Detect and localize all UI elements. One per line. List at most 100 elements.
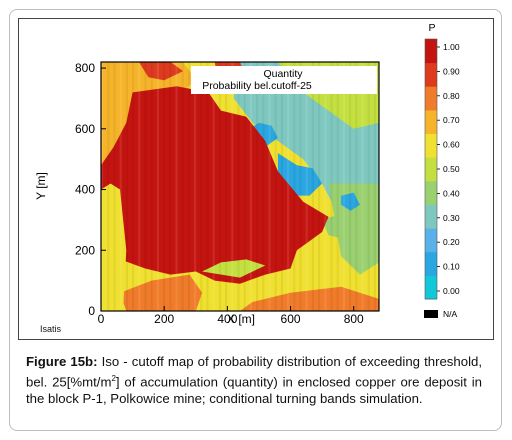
texture-stripe: [324, 62, 327, 311]
texture-stripe: [181, 62, 184, 311]
texture-stripe: [231, 62, 234, 311]
texture-stripe: [156, 62, 159, 311]
colorbar-tick-label: 0.70: [443, 115, 460, 125]
texture-stripe: [262, 62, 265, 311]
texture-stripe: [200, 62, 203, 311]
heatmap-region-16: [202, 259, 266, 278]
x-tick-label: 400: [217, 312, 237, 326]
x-tick-label: 600: [281, 312, 301, 326]
heatmap-region-13: [138, 62, 184, 81]
software-logo: Isatis: [40, 324, 62, 334]
colorbar-tick-label: 0.10: [443, 262, 460, 272]
texture-stripe: [373, 62, 376, 311]
colorbar: 1.00 0.90 0.80 0.70 0.60 0.50 0.40 0.30 0.20 0.10…: [424, 38, 460, 300]
chart-title: Quantity: [263, 68, 303, 80]
colorbar-segment: [425, 180, 437, 205]
heatmap-region-2: [120, 274, 203, 311]
texture-stripe: [101, 62, 104, 311]
x-axis-label: X [m]: [227, 312, 255, 326]
texture-stripe: [299, 62, 302, 311]
texture-stripe: [169, 62, 172, 311]
texture-stripe: [237, 62, 240, 311]
y-tick-label: 800: [75, 61, 95, 75]
heatmap-regions: [101, 62, 379, 311]
texture-stripe: [361, 62, 364, 311]
texture-stripe: [163, 62, 166, 311]
axes: 0 200 400 600 800 0 200 400 600 800: [75, 61, 364, 326]
texture-stripe: [349, 62, 352, 311]
texture-stripe: [212, 62, 215, 311]
plot-border: [100, 61, 380, 312]
texture-stripe: [342, 62, 345, 311]
texture-stripe: [274, 62, 277, 311]
colorbar-tick-label: 0.90: [443, 66, 460, 76]
colorbar-tick-label: 0.80: [443, 91, 460, 101]
x-tick-label: 0: [98, 312, 105, 326]
texture-stripe: [305, 62, 308, 311]
texture-stripe: [113, 62, 116, 311]
x-tick-label: 200: [154, 312, 174, 326]
texture-stripe: [150, 62, 153, 311]
chart-subtitle: Probability bel.cutoff-25: [202, 80, 312, 92]
texture-stripe: [138, 62, 141, 311]
texture-stripe: [243, 62, 246, 311]
texture-stripe: [144, 62, 147, 311]
texture-stripe: [218, 62, 221, 311]
heatmap-region-10: [341, 192, 360, 211]
texture-stripe: [280, 62, 283, 311]
chart-svg: 0 200 400 600 800 0 200 400 600 800 Quantity Prob…: [34, 22, 460, 326]
texture-stripe: [293, 62, 296, 311]
colorbar-segment: [425, 86, 437, 111]
texture-stripe: [194, 62, 197, 311]
y-tick-label: 200: [75, 243, 95, 257]
texture-stripe: [125, 62, 128, 311]
heatmap-region-3: [240, 286, 379, 311]
y-tick-label: 0: [88, 304, 95, 318]
figure-caption: Figure 15b: Iso - cutoff map of probabil…: [26, 354, 483, 407]
texture-stripe: [256, 62, 259, 311]
chart-panel: 0 200 400 600 800 0 200 400 600 800 Quantity Prob…: [18, 18, 494, 340]
texture-stripe: [107, 62, 110, 311]
texture-stripe: [311, 62, 314, 311]
texture-stripe: [268, 62, 271, 311]
texture-stripe: [132, 62, 135, 311]
texture-stripe: [187, 62, 190, 311]
x-tick-label: 800: [344, 312, 364, 326]
heatmap-stripes: [101, 62, 382, 311]
colorbar-segment: [425, 133, 437, 158]
texture-stripe: [206, 62, 209, 311]
heatmap-region-12: [126, 122, 297, 257]
texture-stripe: [336, 62, 339, 311]
colorbar-tick-label: 0.20: [443, 237, 460, 247]
texture-stripe: [355, 62, 358, 311]
texture-stripe: [380, 62, 382, 311]
y-tick-label: 600: [75, 122, 95, 136]
colorbar-title: P: [428, 22, 435, 34]
texture-stripe: [119, 62, 122, 311]
texture-stripe: [175, 62, 178, 311]
texture-stripe: [318, 62, 321, 311]
texture-stripe: [225, 62, 228, 311]
colorbar-segment: [425, 275, 437, 300]
texture-stripe: [287, 62, 290, 311]
colorbar-segment: [425, 109, 437, 134]
colorbar-segment: [425, 204, 437, 229]
heatmap-region-9: [322, 213, 354, 239]
colorbar-segment: [425, 157, 437, 182]
colorbar-segment: [425, 228, 437, 253]
colorbar-tick-label: 0.50: [443, 164, 460, 174]
colorbar-tick-label: 1.00: [443, 42, 460, 52]
colorbar-tick-label: 0.40: [443, 188, 460, 198]
colorbar-tick-label: 0.60: [443, 140, 460, 150]
colorbar-segment: [425, 39, 437, 64]
y-axis-label: Y [m]: [34, 172, 48, 200]
colorbar-segment: [425, 251, 437, 276]
y-tick-label: 400: [75, 183, 95, 197]
colorbar-segment: [425, 62, 437, 87]
chart-title-box: [191, 66, 377, 94]
texture-stripe: [330, 62, 333, 311]
na-label: N/A: [443, 309, 458, 319]
heatmap-region-6: [328, 183, 379, 275]
texture-stripe: [367, 62, 370, 311]
heatmap-region-15: [101, 183, 127, 311]
